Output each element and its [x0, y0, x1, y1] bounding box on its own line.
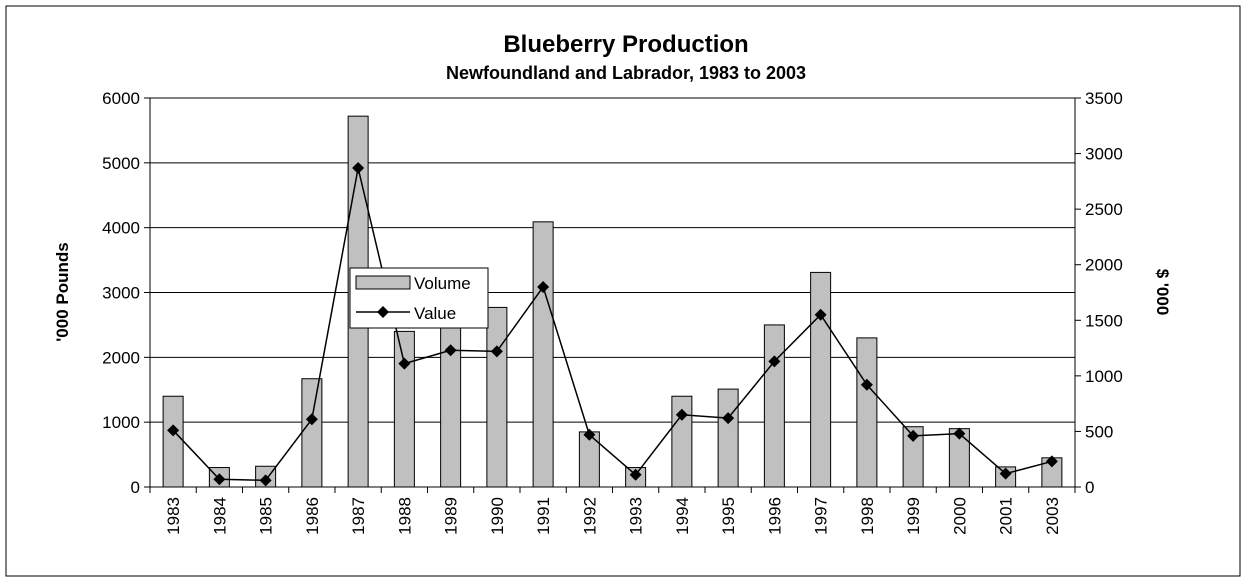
left-tick-label: 3000 — [102, 284, 140, 303]
point-value-1999 — [907, 429, 920, 442]
point-value-1984 — [213, 473, 226, 486]
bar-volume-1990 — [486, 306, 508, 488]
point-value-1988 — [398, 357, 411, 370]
right-tick-label: 2500 — [1085, 200, 1123, 219]
bar-volume-1991 — [532, 221, 554, 488]
point-value-1989 — [444, 344, 457, 357]
left-tick-label: 5000 — [102, 154, 140, 173]
legend-value-marker — [377, 306, 389, 318]
x-tick-label: 1984 — [210, 497, 229, 535]
chart-frame — [5, 5, 1241, 577]
right-tick-label: 500 — [1085, 422, 1113, 441]
y2-axis-title: $ '000 — [1153, 269, 1172, 316]
left-tick-label: 0 — [131, 478, 140, 497]
right-tick-label: 1000 — [1085, 367, 1123, 386]
bar-volume-1997 — [810, 271, 832, 488]
point-value-1991 — [537, 280, 550, 293]
x-tick-label: 1983 — [164, 497, 183, 535]
point-value-1994 — [675, 408, 688, 421]
x-tick-label: 1990 — [488, 497, 507, 535]
point-value-1986 — [305, 413, 318, 426]
x-tick-label: 1993 — [627, 497, 646, 535]
bar-volume-1988 — [393, 330, 415, 488]
point-value-2001 — [999, 467, 1012, 480]
x-tick-label: 1999 — [904, 497, 923, 535]
x-tick-label: 1998 — [858, 497, 877, 535]
left-tick-label: 6000 — [102, 89, 140, 108]
legend-volume-swatch — [355, 275, 411, 290]
right-tick-label: 3000 — [1085, 145, 1123, 164]
point-value-1993 — [629, 468, 642, 481]
bar-volume-1998 — [856, 337, 878, 488]
legend-volume-label: Volume — [414, 274, 471, 293]
left-tick-label: 2000 — [102, 348, 140, 367]
bar-volume-1996 — [763, 324, 785, 488]
point-value-1990 — [490, 345, 503, 358]
x-tick-label: 1987 — [349, 497, 368, 535]
point-value-1997 — [814, 308, 827, 321]
x-tick-label: 1995 — [719, 497, 738, 535]
x-axis-ticks: 1983 1984 1985 1986 1987 1988 1989 1990 1991 1992… — [149, 487, 1076, 535]
x-tick-label: 1996 — [765, 497, 784, 535]
point-value-2000 — [953, 427, 966, 440]
right-tick-label: 3500 — [1085, 89, 1123, 108]
x-tick-label: 1989 — [442, 497, 461, 535]
point-value-1995 — [722, 412, 735, 425]
x-tick-label: 1991 — [534, 497, 553, 535]
x-tick-label: 2003 — [1043, 497, 1062, 535]
point-value-1985 — [259, 474, 272, 487]
right-tick-label: 1500 — [1085, 311, 1123, 330]
left-axis-ticks: 0 1000 2000 3000 4000 5000 6000 — [102, 89, 150, 497]
right-tick-label: 0 — [1085, 478, 1094, 497]
x-tick-label: 1994 — [673, 497, 692, 535]
right-tick-label: 2000 — [1085, 256, 1123, 275]
point-value-2003 — [1045, 455, 1058, 468]
point-value-1996 — [768, 355, 781, 368]
legend-value-label: Value — [414, 304, 456, 323]
x-tick-label: 2001 — [997, 497, 1016, 535]
value-line — [167, 162, 1058, 487]
bar-volume-1983 — [162, 395, 184, 488]
gridlines — [150, 97, 1075, 423]
point-value-1992 — [583, 428, 596, 441]
point-value-1983 — [167, 424, 180, 437]
x-tick-label: 1988 — [395, 497, 414, 535]
chart-title: Blueberry Production — [503, 31, 748, 58]
y-axis-title: '000 Pounds — [53, 242, 72, 341]
left-tick-label: 4000 — [102, 219, 140, 238]
legend: Volume Value — [349, 267, 489, 329]
value-series-line — [172, 167, 1053, 482]
bar-volume-1995 — [717, 388, 739, 488]
point-value-1998 — [860, 378, 873, 391]
point-value-1987 — [352, 162, 365, 175]
x-tick-label: 2000 — [950, 497, 969, 535]
x-tick-label: 1992 — [580, 497, 599, 535]
x-tick-label: 1997 — [812, 497, 831, 535]
right-axis-ticks: 0 500 1000 1500 2000 2500 3000 3500 — [1075, 89, 1123, 497]
bar-volume-1986 — [301, 378, 323, 488]
left-tick-label: 1000 — [102, 413, 140, 432]
chart-subtitle: Newfoundland and Labrador, 1983 to 2003 — [446, 63, 806, 83]
x-tick-label: 1985 — [257, 497, 276, 535]
x-tick-label: 1986 — [303, 497, 322, 535]
